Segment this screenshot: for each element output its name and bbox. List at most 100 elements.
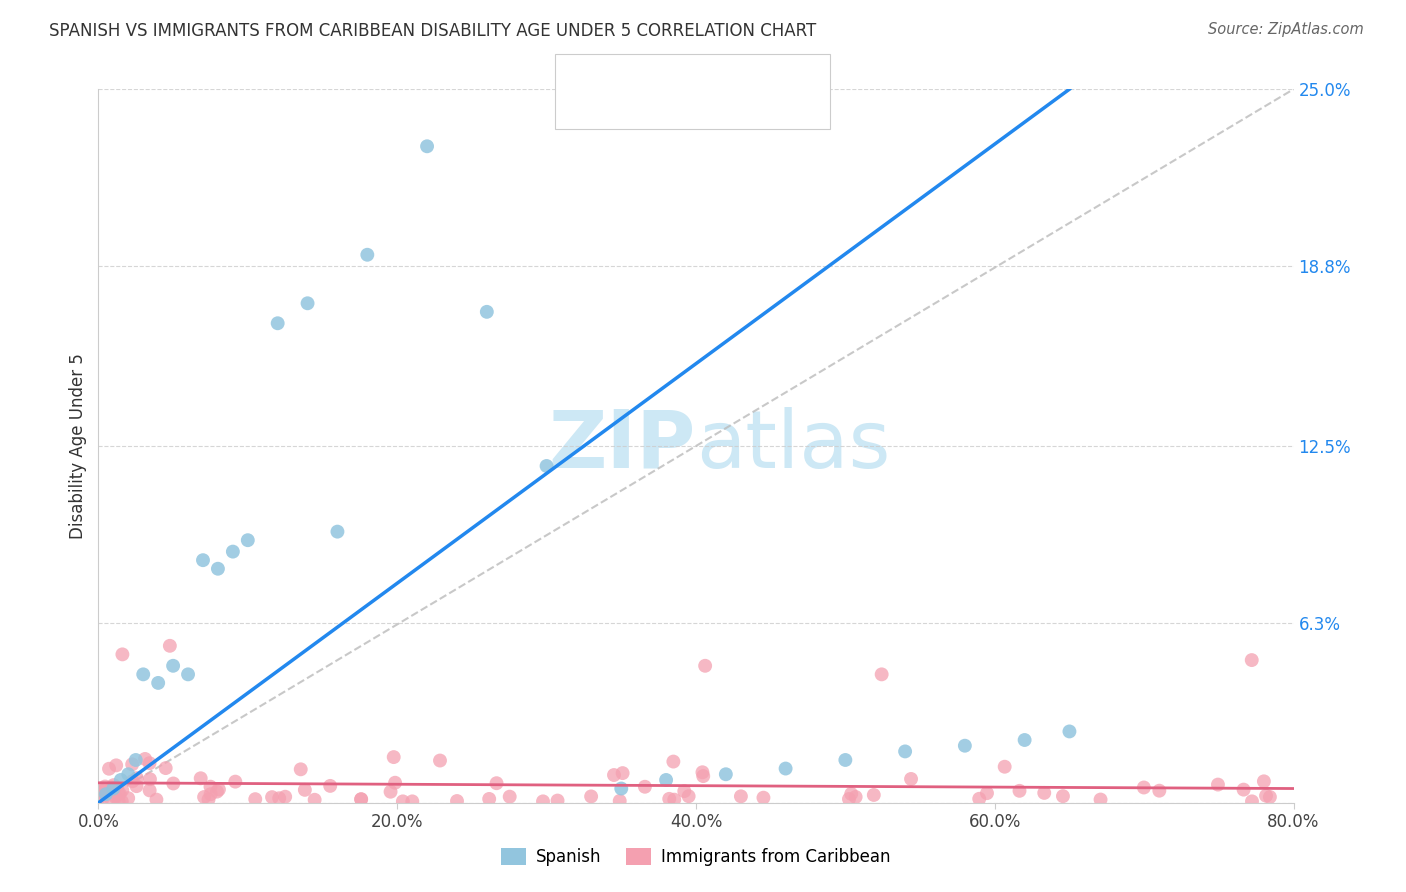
Point [148, 676, 170, 690]
Point [139, 772, 162, 787]
Point [678, 789, 700, 804]
Point [138, 756, 160, 771]
Point [224, 774, 246, 789]
Point [103, 781, 125, 796]
Point [190, 772, 212, 786]
Point [236, 533, 259, 548]
Point [695, 658, 717, 673]
Text: N =: N = [707, 98, 744, 116]
Point [1254, 789, 1277, 803]
Point [714, 767, 737, 781]
Point [1258, 789, 1281, 804]
Point [1090, 792, 1112, 806]
Point [1059, 724, 1081, 739]
Point [101, 794, 124, 808]
Text: 99: 99 [747, 98, 768, 116]
Point [290, 762, 312, 776]
Point [894, 744, 917, 758]
Text: atlas: atlas [696, 407, 890, 485]
Point [401, 794, 423, 808]
Point [125, 779, 148, 793]
Point [531, 794, 554, 808]
Point [478, 792, 501, 806]
Point [104, 789, 127, 804]
Point [121, 774, 143, 789]
Point [967, 792, 990, 806]
Point [446, 794, 468, 808]
Point [350, 792, 373, 806]
Point [900, 772, 922, 786]
Point [125, 753, 148, 767]
Point [100, 780, 122, 795]
Text: R =: R = [606, 67, 643, 85]
Text: N =: N = [707, 67, 744, 85]
Point [673, 784, 696, 798]
Point [117, 767, 139, 781]
Point [191, 553, 214, 567]
Point [579, 789, 602, 804]
Point [107, 787, 129, 801]
Point [162, 658, 184, 673]
Point [93, 784, 115, 798]
Point [121, 757, 143, 772]
Point [609, 794, 631, 808]
Point [1052, 789, 1074, 804]
Point [612, 766, 634, 780]
Point [536, 458, 558, 473]
Point [658, 792, 681, 806]
Point [350, 792, 373, 806]
Point [104, 788, 127, 802]
Point [260, 790, 283, 805]
Point [267, 316, 290, 330]
Point [117, 791, 139, 805]
Point [1240, 653, 1263, 667]
Point [976, 786, 998, 800]
Point [111, 648, 134, 662]
Point [205, 784, 228, 798]
Point [138, 783, 160, 797]
Point [159, 639, 181, 653]
Point [603, 768, 626, 782]
Point [105, 758, 128, 772]
Text: R =: R = [606, 98, 643, 116]
Point [91, 791, 114, 805]
Point [269, 791, 291, 805]
Point [90, 784, 112, 798]
Point [294, 782, 316, 797]
Point [132, 667, 155, 681]
Point [634, 780, 657, 794]
Point [326, 524, 349, 539]
Point [382, 750, 405, 764]
Point [1240, 794, 1263, 808]
Point [162, 776, 184, 790]
Point [111, 783, 134, 797]
Point [222, 544, 245, 558]
Point [416, 139, 439, 153]
Point [1008, 784, 1031, 798]
Point [870, 667, 893, 681]
Point [107, 794, 129, 808]
Point [834, 753, 856, 767]
Point [108, 787, 131, 801]
Text: SPANISH VS IMMIGRANTS FROM CARIBBEAN DISABILITY AGE UNDER 5 CORRELATION CHART: SPANISH VS IMMIGRANTS FROM CARIBBEAN DIS… [49, 22, 817, 40]
Point [98, 762, 121, 776]
Point [845, 789, 868, 804]
Point [197, 792, 219, 806]
Point [297, 296, 319, 310]
Point [994, 760, 1017, 774]
Point [134, 752, 156, 766]
Text: ZIP: ZIP [548, 407, 696, 485]
Point [485, 776, 508, 790]
Point [1206, 778, 1229, 792]
Point [839, 787, 862, 801]
Point [862, 788, 884, 802]
Point [356, 248, 378, 262]
Point [94, 787, 117, 801]
Point [1014, 733, 1036, 747]
Point [752, 790, 775, 805]
Point [380, 785, 402, 799]
Point [1232, 782, 1254, 797]
Text: Source: ZipAtlas.com: Source: ZipAtlas.com [1208, 22, 1364, 37]
Point [547, 793, 569, 807]
Point [664, 792, 686, 806]
